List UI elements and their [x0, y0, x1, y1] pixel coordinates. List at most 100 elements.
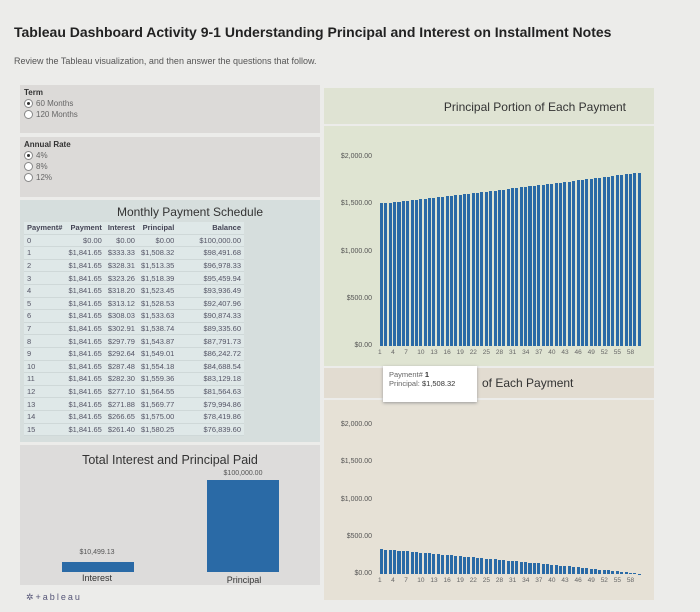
bar-payment-49[interactable] [589, 568, 593, 574]
bar-payment-49[interactable] [589, 178, 593, 346]
bar-payment-20[interactable] [462, 556, 467, 574]
bar-payment-31[interactable] [511, 560, 515, 574]
bar-payment-12[interactable] [428, 198, 432, 346]
bar-payment-10[interactable] [419, 199, 423, 346]
bar-payment-27[interactable] [493, 559, 497, 574]
bar-payment-19[interactable] [458, 556, 462, 574]
table-row[interactable]: 2 $1,841.65 $328.31 $1,513.35 $96,978.33 [24, 259, 245, 273]
bar-payment-3[interactable] [388, 202, 392, 346]
bar-payment-34[interactable] [524, 186, 528, 346]
bar-payment-38[interactable] [541, 563, 545, 574]
bar-payment-14[interactable] [436, 197, 440, 346]
bar-payment-34[interactable] [524, 562, 528, 574]
table-row[interactable]: 11 $1,841.65 $282.30 $1,559.36 $83,129.18 [24, 372, 245, 386]
bar-payment-31[interactable] [511, 188, 515, 346]
bar-payment-13[interactable] [432, 553, 436, 574]
bar-payment-51[interactable] [598, 177, 602, 346]
bar-payment-27[interactable] [493, 190, 497, 346]
table-row[interactable]: 12 $1,841.65 $277.10 $1,564.55 $81,564.63 [24, 385, 245, 399]
bar-payment-16[interactable] [445, 196, 449, 346]
table-row[interactable]: 4 $1,841.65 $318.20 $1,523.45 $93,936.49 [24, 284, 245, 298]
bar-payment-18[interactable] [454, 195, 458, 346]
bar-payment-55[interactable] [615, 571, 619, 574]
bar-payment-46[interactable] [576, 567, 580, 574]
bar-payment-50[interactable] [593, 569, 598, 574]
bar-payment-28[interactable] [497, 559, 501, 574]
table-row[interactable]: 14 $1,841.65 $266.65 $1,575.00 $78,419.86 [24, 410, 245, 424]
bar-payment-51[interactable] [598, 569, 602, 574]
table-row[interactable]: 3 $1,841.65 $323.26 $1,518.39 $95,459.94 [24, 271, 245, 285]
table-row[interactable]: 5 $1,841.65 $313.12 $1,528.53 $92,407.96 [24, 297, 245, 311]
rate-option-12[interactable]: 12% [24, 173, 316, 182]
bar-payment-53[interactable] [607, 176, 611, 346]
bar-payment-41[interactable] [554, 565, 558, 574]
table-row[interactable]: 8 $1,841.65 $297.79 $1,543.87 $87,791.73 [24, 334, 245, 348]
bar-payment-35[interactable] [528, 562, 532, 574]
bar-payment-57[interactable] [624, 174, 628, 346]
bar-payment-59[interactable] [633, 573, 637, 574]
bar-payment-11[interactable] [423, 552, 427, 574]
bar-payment-48[interactable] [585, 568, 589, 574]
bar-payment-39[interactable] [545, 564, 549, 574]
bar-payment-5[interactable] [397, 550, 401, 574]
bar-payment-45[interactable] [572, 180, 576, 346]
bar-payment-44[interactable] [567, 566, 571, 574]
bar-payment-21[interactable] [467, 193, 471, 346]
bar-payment-23[interactable] [476, 192, 480, 346]
bar-payment-55[interactable] [615, 175, 619, 346]
interest-total-bar[interactable] [62, 562, 134, 572]
table-row[interactable]: 15 $1,841.65 $261.40 $1,580.25 $76,839.60 [24, 423, 245, 437]
rate-option-4[interactable]: 4% [24, 151, 316, 160]
bar-payment-58[interactable] [628, 572, 632, 574]
bar-payment-18[interactable] [454, 555, 458, 574]
bar-payment-36[interactable] [532, 185, 536, 346]
bar-payment-26[interactable] [489, 191, 493, 346]
bar-payment-32[interactable] [515, 561, 519, 574]
bar-payment-33[interactable] [519, 187, 523, 346]
bar-payment-52[interactable] [602, 177, 606, 346]
bar-payment-22[interactable] [471, 557, 475, 574]
bar-payment-42[interactable] [559, 182, 563, 346]
bar-payment-24[interactable] [480, 558, 484, 574]
bar-payment-7[interactable] [406, 551, 410, 574]
bar-payment-10[interactable] [419, 552, 423, 574]
bar-payment-29[interactable] [502, 189, 506, 346]
table-row[interactable]: 10 $1,841.65 $287.48 $1,554.18 $84,688.54 [24, 360, 245, 374]
bar-payment-2[interactable] [384, 549, 388, 574]
bar-payment-37[interactable] [537, 185, 541, 346]
tableau-logo[interactable]: ✲+ableau [26, 592, 82, 602]
bar-payment-54[interactable] [611, 570, 615, 574]
bar-payment-37[interactable] [537, 563, 541, 574]
bar-payment-26[interactable] [489, 558, 493, 574]
bar-payment-28[interactable] [497, 190, 501, 346]
bar-payment-8[interactable] [410, 551, 414, 574]
bar-payment-58[interactable] [628, 173, 632, 346]
bar-payment-30[interactable] [506, 189, 510, 346]
bar-payment-12[interactable] [428, 553, 432, 574]
table-row[interactable]: 0 $0.00 $0.00 $0.00 $100,000.00 [24, 234, 245, 248]
bar-payment-4[interactable] [393, 550, 397, 574]
principal-total-bar[interactable] [207, 480, 279, 572]
bar-payment-39[interactable] [545, 184, 549, 346]
bar-payment-6[interactable] [401, 201, 405, 346]
bar-payment-17[interactable] [449, 555, 453, 574]
bar-payment-29[interactable] [502, 560, 506, 574]
bar-payment-3[interactable] [388, 549, 392, 574]
bar-payment-53[interactable] [607, 570, 611, 574]
bar-payment-54[interactable] [611, 175, 615, 346]
bar-payment-42[interactable] [559, 565, 563, 574]
bar-payment-50[interactable] [593, 178, 598, 346]
bar-payment-15[interactable] [441, 554, 445, 574]
bar-payment-59[interactable] [633, 173, 637, 346]
bar-payment-22[interactable] [471, 193, 475, 346]
bar-payment-15[interactable] [441, 196, 445, 346]
bar-payment-56[interactable] [620, 174, 624, 346]
term-option-60[interactable]: 60 Months [24, 99, 316, 108]
bar-payment-1[interactable] [380, 203, 384, 346]
table-row[interactable]: 6 $1,841.65 $308.03 $1,533.63 $90,874.33 [24, 309, 245, 323]
bar-payment-47[interactable] [580, 179, 584, 346]
bar-payment-32[interactable] [515, 187, 519, 346]
bar-payment-36[interactable] [532, 563, 536, 574]
bar-payment-23[interactable] [476, 557, 480, 574]
bar-payment-7[interactable] [406, 200, 410, 346]
